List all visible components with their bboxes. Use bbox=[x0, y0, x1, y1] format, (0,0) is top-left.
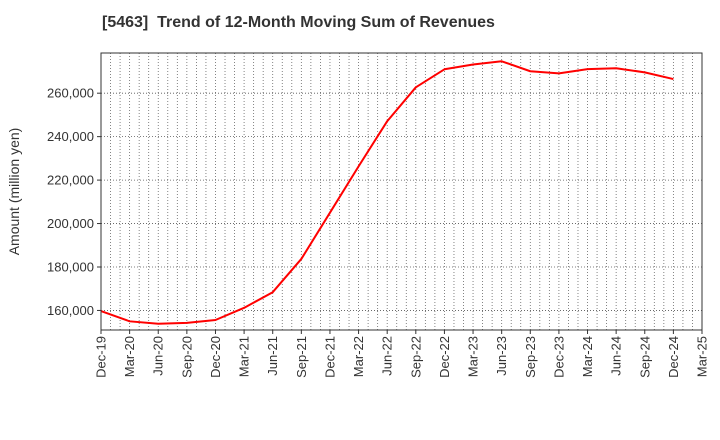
x-tick-label: Mar-20 bbox=[122, 336, 137, 377]
x-tick-label: Dec-24 bbox=[666, 336, 681, 378]
x-tick-label: Jun-24 bbox=[609, 336, 624, 376]
x-tick-label: Jun-21 bbox=[265, 336, 280, 376]
y-tick-label: 220,000 bbox=[47, 173, 94, 188]
y-axis-title: Amount (million yen) bbox=[6, 128, 22, 256]
x-tick-label: Sep-21 bbox=[294, 336, 309, 378]
x-tick-label: Dec-20 bbox=[208, 336, 223, 378]
y-tick-label: 200,000 bbox=[47, 216, 94, 231]
y-tick-label: 240,000 bbox=[47, 129, 94, 144]
y-tick-label: 260,000 bbox=[47, 86, 94, 101]
series-layer bbox=[100, 60, 674, 325]
x-tick-label: Mar-24 bbox=[580, 336, 595, 377]
x-tick-label: Sep-24 bbox=[637, 336, 652, 378]
y-tick-label: 180,000 bbox=[47, 259, 94, 274]
x-axis-ticks: Dec-19 Mar-20 Jun-20 Sep-20 Dec-20 Mar-21 Jun-… bbox=[94, 330, 710, 378]
x-tick-label: Sep-23 bbox=[523, 336, 538, 378]
x-tick-label: Dec-19 bbox=[94, 336, 109, 378]
x-tick-label: Jun-20 bbox=[151, 336, 166, 376]
x-tick-label: Mar-22 bbox=[351, 336, 366, 377]
chart-title: [5463] Trend of 12-Month Moving Sum of R… bbox=[102, 14, 495, 31]
y-axis-ticks: 160,000 180,000 200,000 220,000 240,000 260,0… bbox=[47, 86, 101, 318]
x-tick-label: Mar-23 bbox=[466, 336, 481, 377]
x-tick-label: Dec-21 bbox=[322, 336, 337, 378]
x-tick-label: Mar-25 bbox=[695, 336, 710, 377]
grid-lines bbox=[101, 53, 702, 330]
x-tick-label: Dec-22 bbox=[437, 336, 452, 378]
series-line bbox=[100, 60, 674, 325]
x-tick-label: Jun-22 bbox=[380, 336, 395, 376]
plot-frame bbox=[100, 52, 703, 331]
y-tick-label: 160,000 bbox=[47, 303, 94, 318]
x-tick-label: Sep-20 bbox=[179, 336, 194, 378]
x-tick-label: Mar-21 bbox=[237, 336, 252, 377]
x-tick-label: Jun-23 bbox=[494, 336, 509, 376]
x-tick-label: Dec-23 bbox=[551, 336, 566, 378]
x-tick-label: Sep-22 bbox=[408, 336, 423, 378]
